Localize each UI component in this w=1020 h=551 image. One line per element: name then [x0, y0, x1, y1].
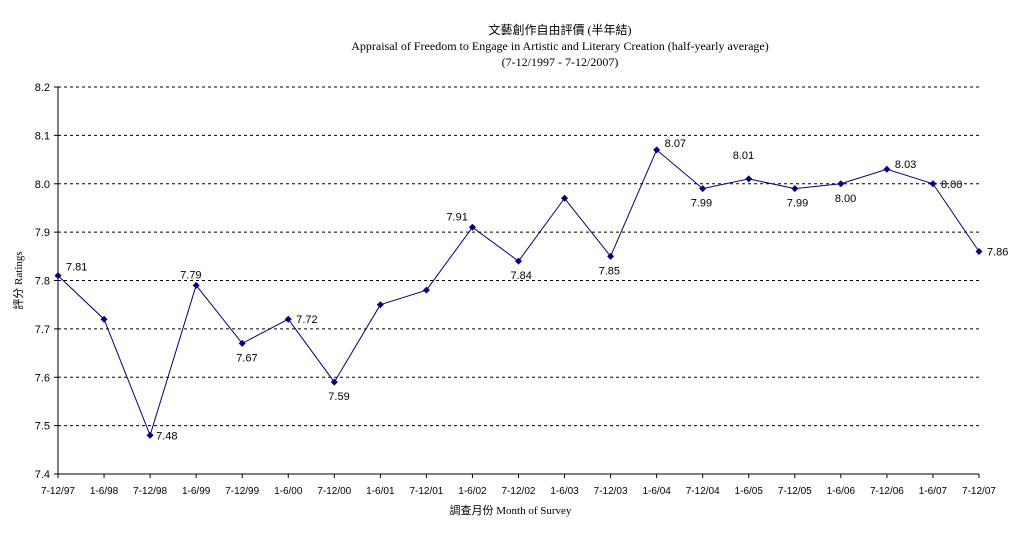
- x-tick-label: 7-12/03: [594, 486, 628, 497]
- y-tick-label: 7.6: [35, 372, 50, 384]
- x-tick-label: 1-6/02: [458, 486, 487, 497]
- data-label: 8.00: [941, 179, 962, 191]
- y-tick-label: 7.7: [35, 324, 50, 336]
- data-label: 7.85: [599, 265, 620, 277]
- data-label: 7.91: [446, 211, 467, 223]
- data-label: 8.07: [665, 138, 686, 150]
- data-label: 7.59: [328, 391, 349, 403]
- x-tick-label: 7-12/97: [41, 486, 75, 497]
- y-tick-label: 8.1: [35, 130, 50, 142]
- x-tick-label: 1-6/98: [90, 486, 119, 497]
- x-tick-label: 7-12/00: [317, 486, 351, 497]
- data-point: [422, 286, 430, 294]
- data-label: 7.67: [236, 352, 257, 364]
- y-tick-label: 7.9: [35, 227, 50, 239]
- y-tick-label: 7.5: [35, 421, 50, 433]
- x-tick-label: 1-6/03: [550, 486, 579, 497]
- data-point: [284, 315, 292, 323]
- chart-title: 文藝創作自由評價 (半年結): [488, 23, 632, 37]
- chart-subtitle: Appraisal of Freedom to Engage in Artist…: [351, 39, 769, 53]
- data-point: [468, 223, 476, 231]
- data-point: [100, 315, 108, 323]
- data-point: [975, 247, 983, 255]
- x-tick-label: 1-6/99: [182, 486, 211, 497]
- x-tick-label: 7-12/04: [686, 486, 720, 497]
- data-point: [745, 175, 753, 183]
- data-label: 7.84: [511, 270, 532, 282]
- x-tick-label: 1-6/05: [735, 486, 764, 497]
- data-point: [561, 194, 569, 202]
- data-point: [238, 339, 246, 347]
- data-point: [929, 180, 937, 188]
- data-point: [54, 272, 62, 280]
- data-label: 8.01: [733, 150, 754, 162]
- x-tick-label: 7-12/98: [133, 486, 167, 497]
- x-tick-label: 1-6/04: [642, 486, 671, 497]
- x-tick-label: 7-12/06: [870, 486, 904, 497]
- x-tick-label: 1-6/06: [827, 486, 856, 497]
- y-tick-label: 8.0: [35, 179, 50, 191]
- data-point: [146, 431, 154, 439]
- x-tick-label: 7-12/99: [225, 486, 259, 497]
- data-point: [515, 257, 522, 265]
- data-label: 7.72: [296, 314, 317, 326]
- y-tick-label: 7.8: [35, 276, 50, 288]
- data-label: 7.99: [691, 198, 712, 210]
- data-label: 8.00: [835, 193, 856, 205]
- x-tick-label: 1-6/01: [366, 486, 395, 497]
- x-tick-label: 7-12/02: [502, 486, 536, 497]
- chart-title-block: 文藝創作自由評價 (半年結) Appraisal of Freedom to E…: [0, 22, 1020, 70]
- x-axis-title: 調查月份 Month of Survey: [450, 503, 572, 517]
- data-label: 7.48: [156, 430, 177, 442]
- x-tick-label: 1-6/00: [274, 486, 303, 497]
- data-point: [883, 165, 891, 173]
- y-tick-label: 8.2: [35, 82, 50, 94]
- y-axis-title: 評分 Ratings: [11, 251, 25, 309]
- data-point: [607, 252, 615, 260]
- data-point: [699, 185, 707, 193]
- data-point: [330, 378, 338, 386]
- y-tick-label: 7.4: [35, 469, 50, 481]
- data-point: [192, 281, 200, 289]
- data-label: 8.03: [895, 159, 916, 171]
- data-label: 7.99: [787, 198, 808, 210]
- chart-subtitle-range: (7-12/1997 - 7-12/2007): [501, 55, 619, 69]
- x-tick-label: 7-12/05: [778, 486, 812, 497]
- data-label: 7.86: [987, 246, 1008, 258]
- data-point: [653, 146, 661, 154]
- data-label: 7.81: [66, 262, 87, 274]
- data-point: [376, 301, 384, 309]
- x-tick-label: 1-6/07: [919, 486, 948, 497]
- x-tick-label: 7-12/01: [409, 486, 443, 497]
- data-label: 7.79: [180, 269, 201, 281]
- data-point: [791, 185, 799, 193]
- data-point: [837, 180, 845, 188]
- x-tick-label: 7-12/07: [962, 486, 996, 497]
